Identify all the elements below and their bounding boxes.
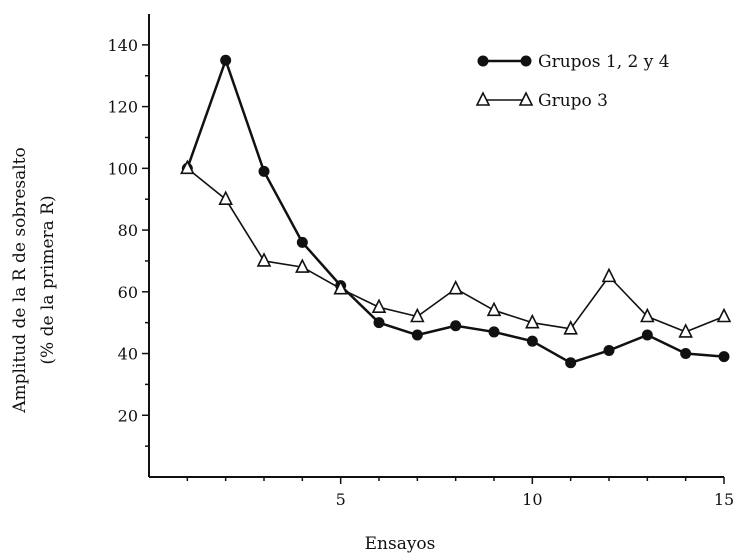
series-1-point [603,344,615,356]
series-1-point [641,329,653,341]
series-1-point [488,326,500,338]
x-axis: 5 10 15 [149,476,734,509]
series-2-point [410,307,425,323]
series-2-point [256,252,272,267]
legend-marker-series-1 [477,55,489,67]
series-2-point [716,307,732,323]
series-2-point [678,323,693,338]
y-axis: 20 40 60 80 100 120 140 [107,14,150,477]
legend-marker-series-1-end [520,55,532,67]
y-tick-label: 100 [107,159,138,178]
series-2-point [486,301,502,317]
y-tick-label: 120 [107,98,138,117]
legend-marker-series-2-end [518,91,534,106]
legend-label-series-2: Grupo 3 [538,91,608,111]
y-tick-label: 60 [118,283,138,302]
series-1-point [526,335,538,347]
series-2-point [525,313,540,329]
series-1-point [411,329,423,341]
x-tick-label: 5 [336,490,346,509]
series-2-point [601,267,617,283]
series-2-point [180,159,195,175]
series-1-point [718,351,730,363]
legend-label-series-1: Grupos 1, 2 y 4 [538,52,670,72]
series-2-point [640,307,655,323]
plot-series [180,54,732,369]
series-1-point [450,320,462,332]
series-1-point [220,54,232,66]
x-tick-label: 15 [714,490,734,509]
y-tick-label: 80 [118,221,138,240]
series-2-point [218,190,233,205]
legend-marker-series-2 [475,91,491,106]
series-2-point [448,279,463,295]
series-2-point [371,298,387,314]
series-2-point [563,320,578,335]
series-1-point [258,165,270,177]
series-2-point [295,258,310,273]
series-1-point [565,357,577,369]
y-tick-label: 20 [118,406,138,425]
series-1-point [373,317,385,329]
y-tick-label: 40 [118,345,138,364]
y-tick-label: 140 [107,36,138,55]
series-1-point [296,236,308,248]
series-2-point [333,279,348,295]
series-line-2 [186,167,725,333]
x-tick-label: 10 [522,490,542,509]
y-axis-label-line-2: (% de la primera R) [38,195,58,364]
series-1-point [680,348,692,360]
x-axis-label: Ensayos [365,534,436,554]
legend: Grupos 1, 2 y 4 Grupo 3 [475,52,670,111]
y-axis-label-line-1: Amplitud de la R de sobresalto [10,147,30,413]
